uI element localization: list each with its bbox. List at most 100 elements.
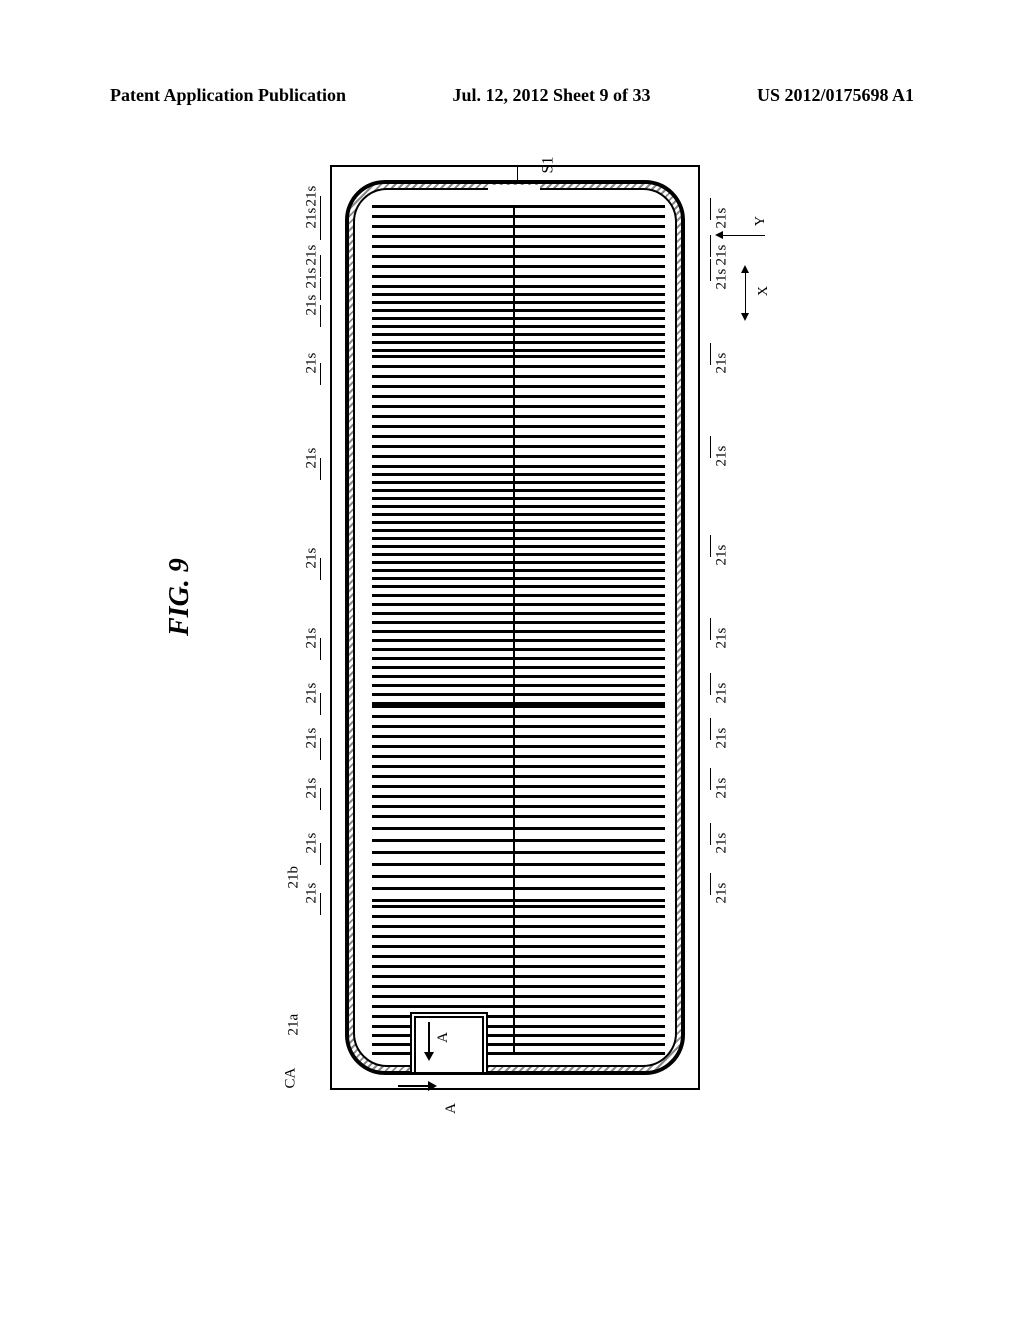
fin-line	[372, 445, 665, 448]
label-21s-bottom: 21s	[714, 833, 731, 854]
label-21s-bottom: 21s	[714, 269, 731, 290]
fin-line	[372, 561, 665, 564]
fin-line	[372, 839, 665, 842]
fin-line	[372, 612, 665, 615]
fin-line	[372, 473, 665, 476]
label-21s-top: 21s	[304, 353, 321, 374]
fin-line	[372, 675, 665, 678]
fin-line	[372, 309, 665, 312]
fin-line	[372, 705, 665, 708]
label-21s-bottom: 21s	[714, 728, 731, 749]
fin-line	[372, 735, 665, 738]
label-21s-bottom: 21s	[714, 683, 731, 704]
label-21s-top: 21s	[304, 683, 321, 704]
fin-line	[372, 481, 665, 484]
leader-21s	[710, 343, 711, 365]
fin-line	[372, 945, 665, 948]
fin-line	[372, 995, 665, 998]
leader-21s	[710, 259, 711, 281]
label-21s-top: 21s	[304, 295, 321, 316]
fin-line	[372, 317, 665, 320]
label-21a: 21a	[286, 1014, 303, 1036]
fin-line	[372, 795, 665, 798]
fin-line	[372, 355, 665, 358]
fin-line	[372, 245, 665, 248]
fin-line	[372, 285, 665, 288]
fin-line	[372, 621, 665, 624]
fin-line	[372, 365, 665, 368]
x-axis-arrow	[745, 269, 746, 317]
fin-line	[372, 693, 665, 696]
label-21s-top: 21s	[304, 208, 321, 229]
fin-line	[372, 965, 665, 968]
fin-line	[372, 594, 665, 597]
fin-line	[372, 569, 665, 572]
fin-line	[372, 205, 665, 208]
fin-line	[372, 899, 665, 902]
fin-line	[372, 851, 665, 854]
leader-21s	[710, 768, 711, 790]
leader-21s	[320, 305, 321, 327]
leader-21s	[320, 363, 321, 385]
label-21s-bottom: 21s	[714, 778, 731, 799]
label-21s-top: 21s	[304, 728, 321, 749]
y-axis-label: Y	[753, 216, 769, 226]
label-21s-top: 21s	[304, 186, 321, 207]
leader-21s	[710, 198, 711, 220]
fin-line	[372, 715, 665, 718]
label-21s-bottom: 21s	[714, 883, 731, 904]
fin-line	[372, 765, 665, 768]
label-21s-bottom: 21s	[714, 353, 731, 374]
fin-line	[372, 235, 665, 238]
label-21s-top: 21s	[304, 628, 321, 649]
leader-21s	[320, 738, 321, 760]
fin-line	[372, 875, 665, 878]
fin-line	[372, 915, 665, 918]
fin-line	[372, 325, 665, 328]
fin-line	[372, 489, 665, 492]
label-ca: CA	[283, 1068, 300, 1089]
fin-line	[372, 925, 665, 928]
fin-line	[372, 333, 665, 336]
fin-line	[372, 975, 665, 978]
label-21s-bottom: 21s	[714, 208, 731, 229]
fin-line	[372, 537, 665, 540]
fin-line	[372, 513, 665, 516]
fin-line	[372, 657, 665, 660]
fin-line	[372, 1005, 665, 1008]
leader-21s	[710, 436, 711, 458]
fin-line	[372, 725, 665, 728]
leader-21s	[320, 638, 321, 660]
fin-line	[372, 455, 665, 458]
label-a-1: A	[435, 1032, 452, 1043]
label-21s-bottom: 21s	[714, 446, 731, 467]
fin-line	[372, 505, 665, 508]
fin-line	[372, 577, 665, 580]
fin-line	[372, 648, 665, 651]
fin-line	[372, 684, 665, 687]
fin-line	[372, 745, 665, 748]
fin-line	[372, 497, 665, 500]
label-21s-top: 21s	[304, 833, 321, 854]
fin-line	[372, 815, 665, 818]
label-21s-top: 21s	[304, 448, 321, 469]
horizontal-fins	[360, 205, 670, 1055]
fin-line	[372, 603, 665, 606]
leader-21s	[710, 535, 711, 557]
fin-line	[372, 805, 665, 808]
section-arrow-a-vertical	[428, 1022, 430, 1058]
leader-21s	[710, 823, 711, 845]
fin-line	[372, 785, 665, 788]
fin-line	[372, 465, 665, 468]
label-21s-bottom: 21s	[714, 545, 731, 566]
fin-line	[372, 225, 665, 228]
fin-line	[372, 415, 665, 418]
fin-line	[372, 755, 665, 758]
label-21b: 21b	[286, 866, 303, 889]
y-axis-arrow	[717, 235, 765, 236]
fin-line	[372, 385, 665, 388]
leader-21s	[320, 218, 321, 240]
label-21s-top: 21s	[304, 245, 321, 266]
label-21s-top: 21s	[304, 778, 321, 799]
fin-line	[372, 293, 665, 296]
